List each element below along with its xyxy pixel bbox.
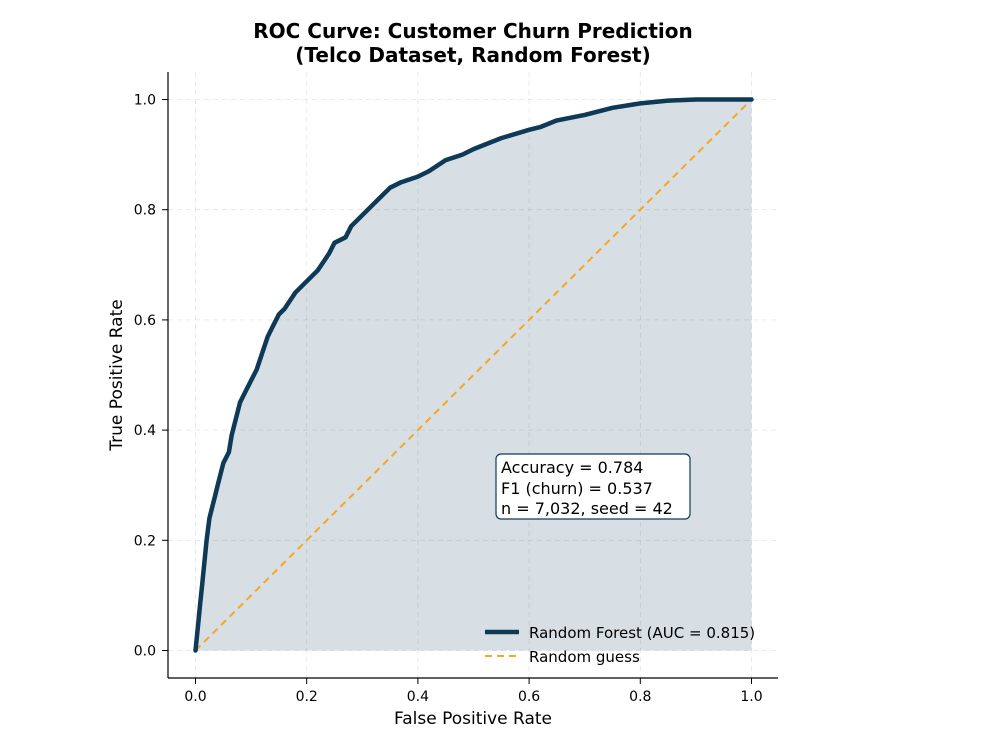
x-ticks: 0.0 0.2 0.4 0.6 0.8 1.0 — [184, 678, 763, 705]
y-tick-label-4: 0.8 — [134, 203, 156, 219]
y-tick-label-1: 0.2 — [134, 533, 156, 549]
annotation-line-n-seed: n = 7,032, seed = 42 — [501, 499, 673, 518]
y-tick-label-5: 1.0 — [134, 93, 156, 109]
y-tick-label-0: 0.0 — [134, 644, 156, 660]
chart-title: ROC Curve: Customer Churn Prediction — [253, 19, 692, 43]
x-tick-label-3: 0.6 — [518, 689, 540, 705]
grid — [168, 72, 778, 678]
y-ticks: 0.0 0.2 0.4 0.6 0.8 1.0 — [134, 93, 168, 660]
x-tick-label-2: 0.4 — [407, 689, 429, 705]
x-tick-label-4: 0.8 — [629, 689, 651, 705]
metrics-annotation-box: Accuracy = 0.784 F1 (churn) = 0.537 n = … — [495, 453, 691, 520]
chart-subtitle: (Telco Dataset, Random Forest) — [295, 43, 650, 67]
annotation-line-accuracy: Accuracy = 0.784 — [501, 458, 643, 477]
annotation-frame — [495, 453, 691, 520]
legend-label-random-forest: Random Forest (AUC = 0.815) — [529, 624, 755, 642]
x-tick-label-5: 1.0 — [740, 689, 762, 705]
roc-curve-line — [193, 97, 754, 653]
x-tick-label-0: 0.0 — [184, 689, 206, 705]
y-tick-label-2: 0.4 — [134, 423, 156, 439]
annotation-line-f1: F1 (churn) = 0.537 — [501, 479, 653, 498]
random-guess-line — [194, 98, 753, 652]
y-axis-label: True Positive Rate — [107, 299, 127, 451]
legend-label-random-guess: Random guess — [529, 648, 640, 666]
x-axis-label: False Positive Rate — [394, 709, 552, 729]
axes — [167, 72, 778, 679]
x-tick-label-1: 0.2 — [296, 689, 318, 705]
y-tick-label-3: 0.6 — [134, 313, 156, 329]
legend: Random Forest (AUC = 0.815) Random guess — [485, 624, 755, 666]
